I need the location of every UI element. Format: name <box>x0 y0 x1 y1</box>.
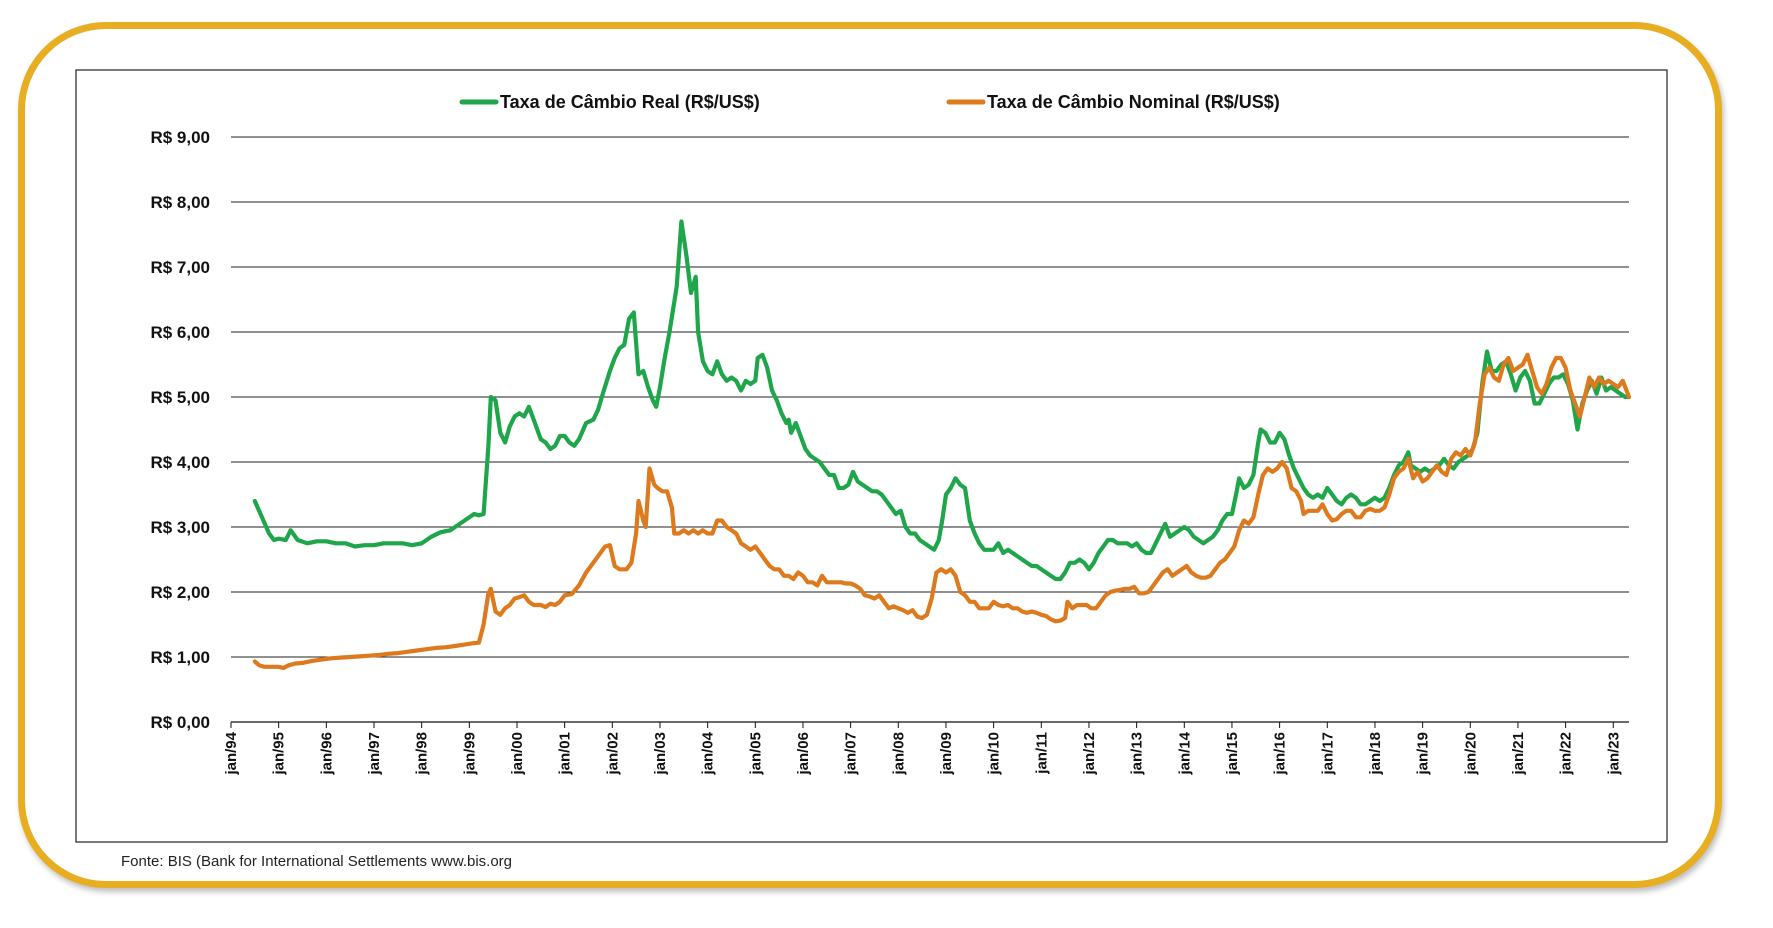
x-tick-label: jan/05 <box>747 732 764 776</box>
y-tick-label: R$ 8,00 <box>150 193 210 212</box>
x-tick-label: jan/12 <box>1081 732 1098 776</box>
x-tick-label: jan/04 <box>700 731 717 775</box>
x-tick-label: jan/14 <box>1176 731 1193 775</box>
x-tick-label: jan/96 <box>318 732 335 776</box>
x-tick-label: jan/19 <box>1415 732 1432 776</box>
x-tick-label: jan/99 <box>461 732 478 776</box>
legend-label: Taxa de Câmbio Real (R$/US$) <box>500 92 760 112</box>
x-tick-label: jan/95 <box>271 732 288 776</box>
x-tick-label: jan/97 <box>366 732 383 776</box>
legend: Taxa de Câmbio Real (R$/US$) Taxa de Câmb… <box>459 92 1280 112</box>
x-tick-label: jan/09 <box>938 732 955 776</box>
x-tick-label: jan/98 <box>414 732 431 776</box>
series-lines <box>252 219 1632 671</box>
x-tick-label: jan/10 <box>986 732 1003 776</box>
series-line-real <box>252 219 1632 582</box>
x-tick-label: jan/13 <box>1129 732 1146 776</box>
x-tick-label: jan/06 <box>795 732 812 776</box>
x-tick-label: jan/23 <box>1605 732 1622 776</box>
source-note: Fonte: BIS (Bank for International Settl… <box>121 853 513 870</box>
series-line-nominal <box>252 352 1632 671</box>
y-axis-ticks: R$ 0,00 R$ 1,00 R$ 2,00 R$ 3,00 R$ 4,00 R$ 5,… <box>150 128 210 732</box>
x-tick-label: jan/94 <box>223 731 240 775</box>
y-tick-label: R$ 5,00 <box>150 388 210 407</box>
y-tick-label: R$ 2,00 <box>150 583 210 602</box>
x-tick-label: jan/15 <box>1224 732 1241 776</box>
x-tick-label: jan/08 <box>890 732 907 776</box>
chart-frame <box>18 22 1722 888</box>
y-tick-label: R$ 1,00 <box>150 648 210 667</box>
x-tick-label: jan/22 <box>1558 732 1575 776</box>
legend-label: Taxa de Câmbio Nominal (R$/US$) <box>987 92 1280 112</box>
x-tick-label: jan/17 <box>1319 732 1336 776</box>
y-tick-label: R$ 4,00 <box>150 453 210 472</box>
x-tick-label: jan/21 <box>1510 732 1527 776</box>
x-tick-label: jan/11 <box>1033 732 1050 775</box>
x-tick-label: jan/01 <box>557 732 574 776</box>
y-tick-label: R$ 3,00 <box>150 518 210 537</box>
y-tick-label: R$ 0,00 <box>150 713 210 732</box>
y-tick-label: R$ 7,00 <box>150 258 210 277</box>
x-tick-label: jan/00 <box>509 732 526 776</box>
x-tick-label: jan/18 <box>1367 732 1384 776</box>
x-axis: jan/94 jan/95 jan/96 jan/97 jan/98 jan/99 jan/… <box>223 721 1629 776</box>
x-tick-label: jan/02 <box>604 732 621 776</box>
y-tick-label: R$ 9,00 <box>150 128 210 147</box>
x-tick-label: jan/16 <box>1272 732 1289 776</box>
x-tick-label: jan/03 <box>652 732 669 776</box>
x-tick-label: jan/07 <box>843 732 860 776</box>
gridlines <box>231 136 1629 658</box>
x-tick-label: jan/20 <box>1462 732 1479 776</box>
plot-area-border <box>75 69 1668 843</box>
y-tick-label: R$ 6,00 <box>150 323 210 342</box>
